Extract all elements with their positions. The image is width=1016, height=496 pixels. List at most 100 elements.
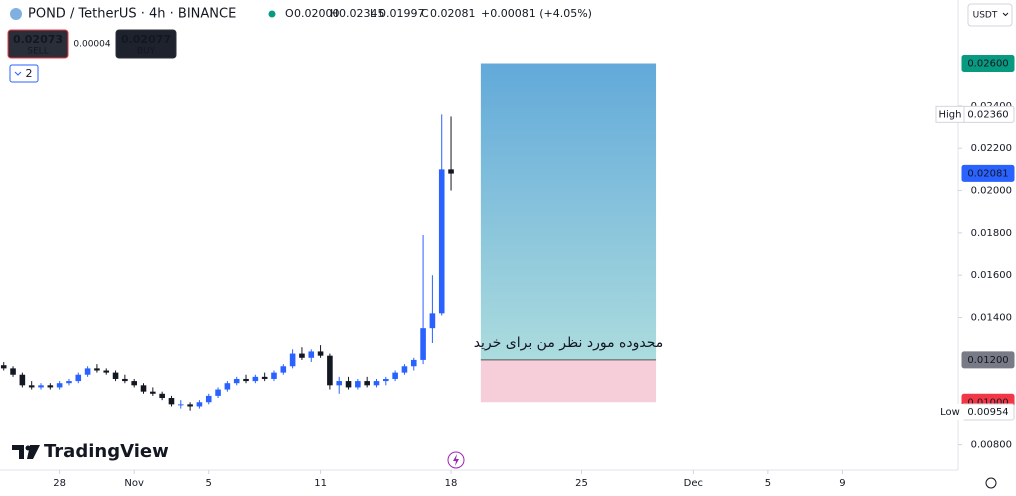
- candle-body: [28, 385, 35, 388]
- x-tick-label: 11: [314, 478, 327, 489]
- candle-body: [112, 372, 119, 379]
- plot: محدوده مورد نظر من برای خرید: [0, 63, 664, 411]
- buy-price: 0.02077: [121, 33, 171, 46]
- price-label-name: Low: [940, 407, 960, 418]
- ohlc-value: 0.02345: [339, 7, 385, 20]
- y-tick-label: 0.00800: [971, 440, 1012, 451]
- lightning: [453, 454, 459, 466]
- candle-body: [289, 353, 296, 367]
- y-tick-label: 0.01600: [971, 270, 1012, 281]
- y-tick-label: 0.01400: [971, 313, 1012, 324]
- candle-body: [233, 378, 240, 384]
- sell-price: 0.02073: [13, 33, 63, 46]
- candle-body: [243, 378, 249, 382]
- chevron: [14, 71, 22, 76]
- ohlc-key: O: [285, 7, 294, 20]
- x-tick-label: Dec: [684, 478, 703, 489]
- candle-body: [0, 365, 7, 369]
- candle-body: [131, 381, 137, 386]
- candle-body: [308, 351, 315, 358]
- change: +0.00081 (+4.05%): [481, 7, 592, 20]
- logo: TradingView: [44, 441, 169, 462]
- ohlc-value: 0.02000: [294, 7, 340, 20]
- sell-label: SELL: [27, 47, 48, 57]
- price-label-text: 0.01000: [967, 397, 1008, 408]
- candle-body: [215, 389, 221, 396]
- candle-body: [345, 381, 352, 388]
- candle-body: [280, 366, 287, 373]
- currency-button[interactable]: [967, 3, 1013, 27]
- y-tick-label: 0.01800: [971, 228, 1012, 239]
- candle-body: [103, 370, 110, 373]
- market-status: [268, 10, 276, 18]
- candle-body: [336, 381, 343, 386]
- symbol: POND / TetherUS · 4h · BINANCE: [28, 7, 236, 22]
- symbol-icon: [10, 8, 22, 20]
- annotation: محدوده مورد نظر من برای خرید: [474, 335, 664, 351]
- candle-body: [122, 378, 128, 382]
- x-tick-label: 28: [53, 478, 66, 489]
- price-label: [961, 164, 1015, 182]
- ohlc-key: C: [421, 7, 429, 20]
- candle-body: [177, 404, 184, 406]
- price-label: [961, 55, 1015, 73]
- candle-body: [429, 313, 436, 329]
- candle-body: [410, 359, 417, 367]
- candle-body: [47, 385, 54, 388]
- candle-body: [327, 355, 333, 386]
- price-label-text: 0.02081: [967, 168, 1008, 179]
- candle-body: [94, 368, 100, 371]
- candle-body: [373, 381, 380, 386]
- candle-body: [10, 368, 16, 375]
- sell-button[interactable]: [7, 29, 69, 59]
- target-zone: [480, 63, 657, 360]
- candle-body: [66, 381, 72, 384]
- price-label-text: 0.02360: [967, 109, 1008, 120]
- candle-body: [150, 391, 156, 394]
- settings-icon[interactable]: [985, 477, 997, 489]
- candle-body: [168, 398, 175, 405]
- y-tick-label: 0.02200: [971, 143, 1012, 154]
- candle-body: [252, 376, 259, 382]
- price-label-name: High: [939, 109, 962, 120]
- logo-mark: [12, 445, 40, 459]
- currency: USDT: [973, 11, 998, 21]
- candle-body: [205, 395, 212, 403]
- candle-body: [355, 381, 361, 388]
- candle-body: [159, 393, 165, 399]
- y-tick-label: 0.02000: [971, 186, 1012, 197]
- chevron: [1002, 12, 1009, 17]
- buy-button[interactable]: [115, 29, 177, 59]
- price-label-text: 0.00954: [967, 407, 1008, 418]
- candle-body: [84, 368, 91, 375]
- price-label-text: 0.02600: [967, 59, 1008, 70]
- candle-body: [75, 374, 82, 382]
- candle-body: [392, 372, 398, 379]
- x-tick-label: 5: [206, 478, 212, 489]
- price-label: [961, 351, 1015, 369]
- x-tick-label: Nov: [124, 478, 144, 489]
- candle-body: [187, 404, 193, 407]
- x-tick-label: 5: [765, 478, 771, 489]
- indicators-toggle[interactable]: [9, 64, 39, 83]
- price-label-name-box: [935, 105, 965, 123]
- candle-body: [448, 169, 454, 174]
- spread: 0.00004: [73, 40, 110, 50]
- candle-body: [19, 374, 26, 386]
- ohlc-key: L: [370, 7, 377, 20]
- candle-body: [364, 381, 370, 386]
- candle-body: [38, 385, 44, 388]
- candle-body: [271, 372, 277, 379]
- ohlc-value: 0.01997: [379, 7, 425, 20]
- candle-body: [438, 169, 445, 314]
- candle-body: [401, 366, 408, 373]
- candle-body: [317, 351, 324, 356]
- candle-body: [261, 376, 268, 379]
- candle-body: [56, 383, 63, 388]
- logo-dot: [25, 445, 31, 451]
- candle-body: [299, 353, 305, 358]
- ohlc-key: H: [330, 7, 338, 20]
- x-tick-label: 25: [575, 478, 588, 489]
- stop-zone: [480, 359, 657, 403]
